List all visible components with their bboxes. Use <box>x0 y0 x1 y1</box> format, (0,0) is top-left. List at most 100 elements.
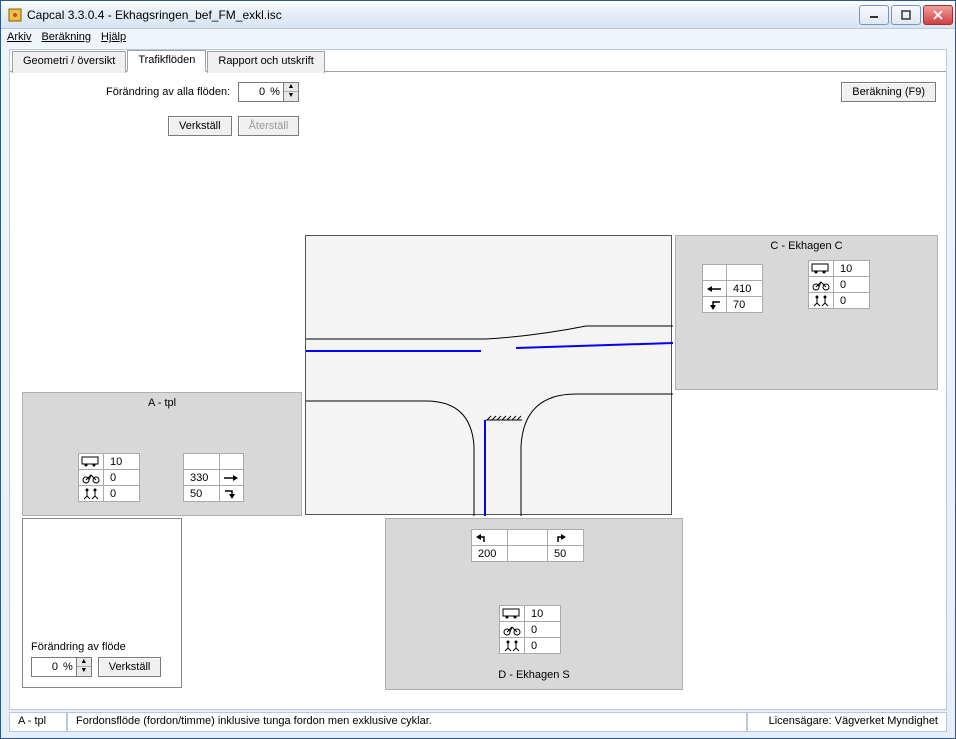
spinner-down[interactable]: ▼ <box>77 667 91 676</box>
close-button[interactable] <box>923 5 953 25</box>
blank-cell <box>184 454 220 470</box>
status-left: A - tpl <box>9 712 67 732</box>
tab-trafikfloden[interactable]: Trafikflöden <box>127 50 206 72</box>
vehicle-value[interactable]: 10 <box>104 454 140 470</box>
window-controls <box>859 5 953 25</box>
tab-rapport[interactable]: Rapport och utskrift <box>207 51 324 73</box>
content-area: Geometri / översikt Trafikflöden Rapport… <box>9 49 947 710</box>
spinner-arrows: ▲ ▼ <box>76 658 91 676</box>
vehicle-value[interactable]: 0 <box>104 486 140 502</box>
table-row[interactable]: 0 <box>809 293 870 309</box>
table-row[interactable]: 0 <box>79 486 140 502</box>
minimize-button[interactable] <box>859 5 889 25</box>
table-row[interactable]: 10 <box>79 454 140 470</box>
app-window: Capcal 3.3.0.4 - Ekhagsringen_bef_FM_exk… <box>0 0 956 739</box>
flow-value[interactable]: 50 <box>548 546 584 562</box>
forandring-alla-label: Förändring av alla flöden: <box>106 86 230 98</box>
flow-value[interactable]: 50 <box>184 486 220 502</box>
table-row[interactable]: 0 <box>500 638 561 654</box>
vehicle-value[interactable]: 0 <box>834 293 870 309</box>
table-row[interactable]: 330 <box>184 470 244 486</box>
vehicle-value[interactable]: 10 <box>525 606 561 622</box>
vehicle-value[interactable]: 0 <box>525 638 561 654</box>
panel-c: C - Ekhagen C 410 70 10 0 0 <box>675 235 938 390</box>
tab-body: Förändring av alla flöden: % ▲ ▼ Verkstä… <box>10 71 946 709</box>
panel-c-vehicle-table: 10 0 0 <box>808 260 870 309</box>
intersection-diagram <box>305 235 672 515</box>
menu-arkiv[interactable]: Arkiv <box>7 31 31 49</box>
tab-geometri[interactable]: Geometri / översikt <box>12 51 126 73</box>
tabbar: Geometri / översikt Trafikflöden Rapport… <box>12 50 326 72</box>
vehicle-value[interactable]: 0 <box>104 470 140 486</box>
menubar: Arkiv Beräkning Hjälp <box>1 29 955 49</box>
arrow-right-down-icon <box>220 486 244 502</box>
table-row[interactable]: 10 <box>809 261 870 277</box>
table-row[interactable]: 10 <box>500 606 561 622</box>
spinner-arrows: ▲ ▼ <box>283 83 298 101</box>
top-controls: Förändring av alla flöden: % ▲ ▼ <box>106 82 299 102</box>
menu-hjalp[interactable]: Hjälp <box>101 31 126 49</box>
pedestrian-icon <box>500 638 525 654</box>
panel-d: 200 50 10 0 0 D - Ekhagen S <box>385 518 683 690</box>
top-control-buttons: Verkställ Återställ <box>168 116 299 136</box>
flow-value[interactable] <box>508 546 548 562</box>
spinner-up[interactable]: ▲ <box>284 83 298 92</box>
panel-d-flow-table: 200 50 <box>471 529 584 562</box>
panel-a-title: A - tpl <box>23 393 301 413</box>
status-middle: Fordonsflöde (fordon/timme) inklusive tu… <box>67 712 747 732</box>
forandring-flode-input[interactable] <box>32 659 60 675</box>
flow-value[interactable]: 410 <box>727 281 763 297</box>
menu-berakning[interactable]: Beräkning <box>41 31 91 49</box>
table-row[interactable]: 50 <box>184 486 244 502</box>
forandring-alla-input[interactable] <box>239 84 267 100</box>
vehicle-value[interactable]: 10 <box>834 261 870 277</box>
titlebar: Capcal 3.3.0.4 - Ekhagsringen_bef_FM_exk… <box>1 1 955 29</box>
statusbar: A - tpl Fordonsflöde (fordon/timme) inkl… <box>9 712 947 732</box>
arrow-up-right-icon <box>548 530 584 546</box>
table-row[interactable]: 410 <box>703 281 763 297</box>
panel-a: A - tpl 10 0 0 330 50 <box>22 392 302 516</box>
table-row[interactable]: 0 <box>79 470 140 486</box>
table-row[interactable]: 0 <box>809 277 870 293</box>
table-row <box>472 530 584 546</box>
panel-a-flow-table: 330 50 <box>183 453 244 502</box>
berakning-button[interactable]: Beräkning (F9) <box>841 82 936 102</box>
bus-icon <box>809 261 834 277</box>
spinner-up[interactable]: ▲ <box>77 658 91 667</box>
tab-rapport-label: Rapport och utskrift <box>218 55 313 67</box>
verkstall-flode-button[interactable]: Verkställ <box>98 657 162 677</box>
spinner-down[interactable]: ▼ <box>284 92 298 101</box>
flow-value[interactable]: 200 <box>472 546 508 562</box>
verkstall-button[interactable]: Verkställ <box>168 116 232 136</box>
table-row[interactable]: 70 <box>703 297 763 313</box>
bike-icon <box>809 277 834 293</box>
pedestrian-icon <box>79 486 104 502</box>
app-icon <box>7 7 23 23</box>
diagram-svg <box>306 236 673 516</box>
panel-c-title: C - Ekhagen C <box>676 236 937 256</box>
bus-icon <box>500 606 525 622</box>
blank-cell <box>508 530 548 546</box>
flow-value[interactable]: 70 <box>727 297 763 313</box>
panel-c-flow-table: 410 70 <box>702 264 763 313</box>
arrow-left-down-icon <box>703 297 727 313</box>
blank-cell <box>727 265 763 281</box>
bus-icon <box>79 454 104 470</box>
forandring-flode-unit: % <box>60 661 76 673</box>
blank-cell <box>703 265 727 281</box>
table-row[interactable]: 0 <box>500 622 561 638</box>
forandring-alla-spinner[interactable]: % ▲ ▼ <box>238 82 299 102</box>
panel-d-vehicle-table: 10 0 0 <box>499 605 561 654</box>
panel-d-title: D - Ekhagen S <box>386 665 682 685</box>
forandring-flode-label: Förändring av flöde <box>31 641 199 653</box>
table-row[interactable]: 200 50 <box>472 546 584 562</box>
forandring-alla-unit: % <box>267 86 283 98</box>
flow-value[interactable]: 330 <box>184 470 220 486</box>
vehicle-value[interactable]: 0 <box>525 622 561 638</box>
tab-geometri-label: Geometri / översikt <box>23 55 115 67</box>
aterstall-button[interactable]: Återställ <box>238 116 300 136</box>
maximize-button[interactable] <box>891 5 921 25</box>
forandring-flode-spinner[interactable]: % ▲ ▼ <box>31 657 92 677</box>
vehicle-value[interactable]: 0 <box>834 277 870 293</box>
status-right: Licensägare: Vägverket Myndighet <box>747 712 947 732</box>
